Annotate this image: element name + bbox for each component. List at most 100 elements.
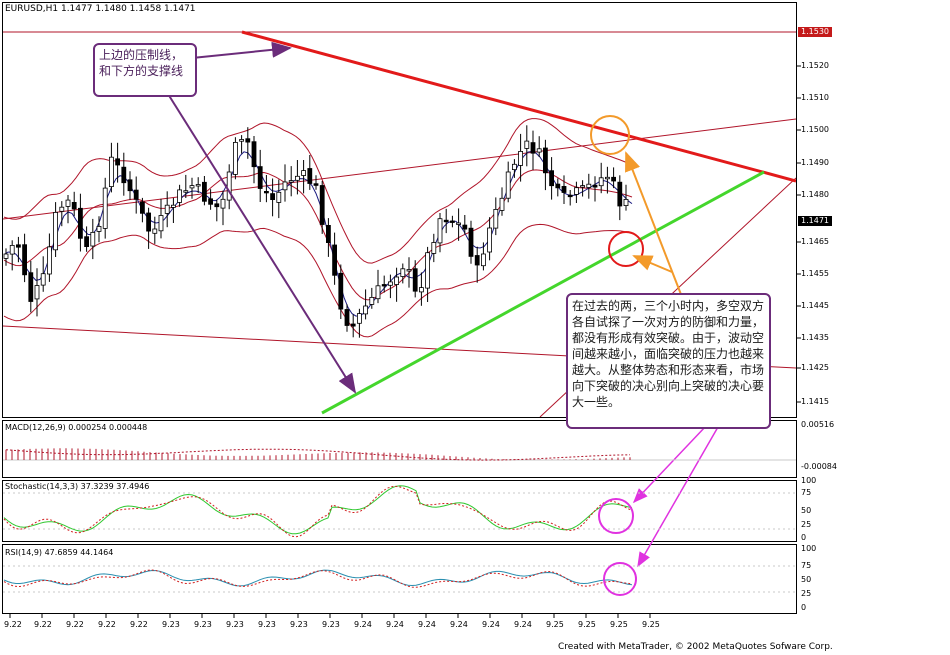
rsi-label: RSI(14,9) 47.6859 44.1464 xyxy=(5,548,114,557)
candle-body xyxy=(139,201,145,214)
time-label: 9.22 xyxy=(34,620,52,629)
bollinger-upper-band xyxy=(3,118,633,264)
candle-body xyxy=(270,193,276,201)
candle-body xyxy=(617,181,623,207)
stochastic-scale-label: 50 xyxy=(801,506,812,515)
candle-body xyxy=(369,296,375,305)
support-trendline[interactable] xyxy=(321,170,765,415)
candle xyxy=(518,133,523,182)
candle xyxy=(53,202,58,257)
candle-body xyxy=(418,287,424,293)
candle xyxy=(574,181,579,203)
candle xyxy=(121,152,127,196)
candle xyxy=(400,263,406,284)
candle xyxy=(418,272,424,306)
orange-arrow-down xyxy=(632,255,673,273)
price-label: 1.1490 xyxy=(801,158,829,167)
candle-body xyxy=(623,198,629,206)
annotation-note-trendlines-text: 上边的压制线，和下方的支撑线 xyxy=(99,48,184,78)
candle xyxy=(524,125,530,167)
candle xyxy=(164,191,170,228)
candle-body xyxy=(574,187,579,195)
candle xyxy=(586,173,592,199)
price-label: 1.1510 xyxy=(801,93,829,102)
candle xyxy=(412,260,418,298)
candle-body xyxy=(84,236,89,247)
candle xyxy=(78,193,83,252)
candle-body xyxy=(170,204,176,208)
time-label: 9.23 xyxy=(290,620,308,629)
candle xyxy=(468,220,474,264)
candle xyxy=(549,157,554,200)
candle-body xyxy=(338,272,344,310)
candle-body xyxy=(3,253,9,259)
rsi-scale-label: 50 xyxy=(801,575,812,584)
candle-body xyxy=(586,183,592,188)
candle-body xyxy=(307,168,313,184)
candle xyxy=(623,184,629,211)
note-arrow-to-support xyxy=(157,77,357,394)
annotation-note-analysis: 在过去的两，三个小时内，多空双方各自试探了一次对方的防御和力量，都没有形成有效突… xyxy=(566,293,771,429)
candle-body xyxy=(543,147,548,174)
resistance-trendline[interactable] xyxy=(241,30,796,183)
candle xyxy=(232,137,238,180)
price-label: 1.1480 xyxy=(801,190,829,199)
candle-body xyxy=(301,170,307,176)
bollinger-lower-band xyxy=(3,223,633,338)
candle-body xyxy=(325,224,331,243)
channel-line-upper[interactable] xyxy=(3,118,796,220)
time-label: 9.25 xyxy=(642,620,660,629)
stochastic-main-line xyxy=(3,485,633,535)
candle xyxy=(449,215,455,228)
annotation-note-trendlines: 上边的压制线，和下方的支撑线 xyxy=(93,43,197,97)
macd-panel[interactable] xyxy=(2,420,797,478)
candle-body xyxy=(549,170,554,187)
candle-body xyxy=(22,244,28,276)
candle xyxy=(561,175,567,204)
candle-body xyxy=(214,203,220,208)
red-highlight-circle xyxy=(608,231,644,267)
stochastic-scale-label: 0 xyxy=(801,533,807,542)
candle xyxy=(394,267,400,302)
candle xyxy=(146,207,152,249)
time-label: 9.23 xyxy=(322,620,340,629)
price-label: 1.1435 xyxy=(801,333,829,342)
candle xyxy=(226,164,232,210)
candle xyxy=(474,246,480,283)
price-label: 1.1500 xyxy=(801,125,829,134)
candle xyxy=(59,201,65,227)
candle xyxy=(487,217,493,261)
candle xyxy=(208,189,214,210)
time-label: 9.22 xyxy=(4,620,22,629)
candle-body xyxy=(425,252,431,289)
candle-body xyxy=(524,140,530,149)
candle-body xyxy=(177,189,183,203)
candle-body xyxy=(28,272,34,302)
rsi-panel[interactable] xyxy=(2,544,797,614)
candle-body xyxy=(245,138,251,143)
candle-body xyxy=(65,199,71,207)
time-label: 9.24 xyxy=(418,620,436,629)
rsi-signal-line xyxy=(3,569,633,588)
candle xyxy=(152,216,158,244)
candle-body xyxy=(40,273,46,286)
candle-body xyxy=(375,285,381,300)
candle-body xyxy=(263,190,269,194)
time-label: 9.23 xyxy=(194,620,212,629)
candle-body xyxy=(195,184,201,187)
price-label: 1.1455 xyxy=(801,269,829,278)
stochastic-panel[interactable] xyxy=(2,480,797,542)
candle xyxy=(245,127,251,159)
candle-body xyxy=(9,244,15,255)
candle-body xyxy=(462,224,468,230)
candle-body xyxy=(512,163,517,171)
candle-body xyxy=(183,190,189,193)
rsi-scale-label: 0 xyxy=(801,603,807,612)
candle xyxy=(344,304,350,332)
candle xyxy=(567,190,573,206)
price-label: 1.1520 xyxy=(801,61,829,70)
candle-body xyxy=(164,204,170,214)
candle-body xyxy=(363,305,369,315)
candle xyxy=(133,176,139,214)
candle xyxy=(530,130,536,170)
